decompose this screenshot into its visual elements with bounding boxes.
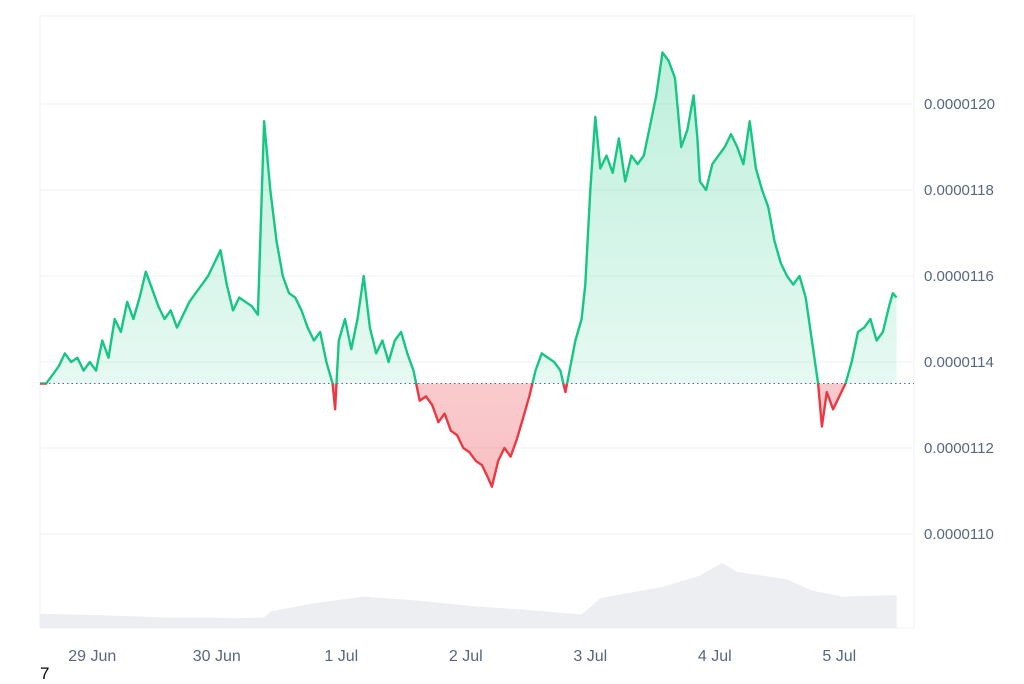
y-tick-label: 0.0000110 bbox=[924, 526, 994, 543]
x-tick-label: 1 Jul bbox=[324, 648, 358, 665]
area-below-baseline bbox=[40, 383, 897, 487]
price-line-up bbox=[40, 51, 898, 384]
price-line-down bbox=[40, 383, 847, 488]
y-tick-label: 0.0000118 bbox=[924, 182, 994, 199]
y-tick-label: 0.0000116 bbox=[924, 268, 994, 285]
y-tick-label: 0.0000112 bbox=[924, 440, 994, 457]
x-tick-label: 2 Jul bbox=[449, 648, 483, 665]
x-tick-label: 3 Jul bbox=[573, 648, 607, 665]
y-tick-label: 0.0000120 bbox=[924, 96, 995, 113]
x-tick-label: 4 Jul bbox=[698, 648, 732, 665]
x-tick-label: 30 Jun bbox=[193, 648, 241, 665]
x-tick-label: 5 Jul bbox=[822, 648, 856, 665]
y-tick-label: 0.0000114 bbox=[924, 354, 994, 371]
area-above-baseline bbox=[40, 52, 897, 384]
volume-area bbox=[40, 562, 897, 628]
footnote-text: 7 bbox=[40, 664, 50, 683]
x-tick-label: 29 Jun bbox=[68, 648, 116, 665]
